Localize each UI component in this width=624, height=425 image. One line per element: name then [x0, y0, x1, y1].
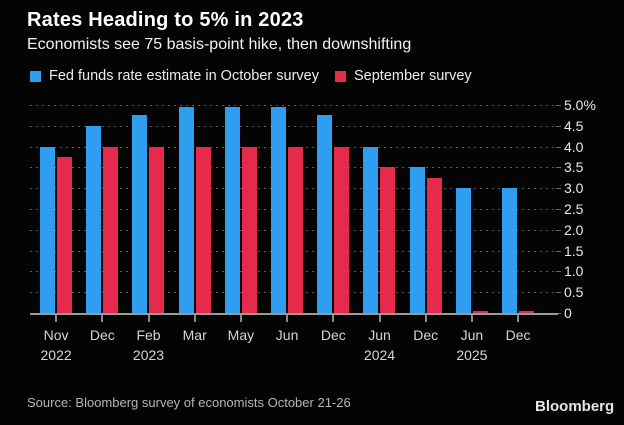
x-axis-month-label: Dec	[413, 327, 439, 343]
y-axis-tick	[556, 188, 561, 190]
y-axis-tick	[556, 209, 561, 210]
bar-october-survey	[132, 115, 148, 313]
legend-label-september: September survey	[354, 68, 472, 84]
bar-october-survey	[317, 115, 333, 313]
y-axis-tick	[556, 250, 561, 252]
x-axis-month-label: Dec	[320, 327, 346, 343]
bar-september-survey	[334, 146, 350, 313]
x-axis-month-label: Nov	[43, 327, 69, 343]
bar-group	[495, 188, 541, 313]
x-axis-month-label: Feb	[136, 327, 161, 343]
bar-october-survey	[409, 167, 425, 313]
y-axis-label: 2.5	[564, 201, 584, 217]
x-axis-tick	[147, 315, 150, 322]
x-axis-tick	[101, 315, 104, 322]
bar-group	[79, 125, 125, 313]
x-axis-tick	[332, 315, 335, 322]
legend-label-october: Fed funds rate estimate in October surve…	[49, 68, 319, 84]
legend-swatch-september-icon	[335, 70, 346, 82]
x-axis-tick	[470, 315, 473, 322]
x-axis-month-label: Jun	[275, 327, 299, 343]
bar-group	[172, 107, 218, 313]
legend: Fed funds rate estimate in October surve…	[30, 68, 472, 84]
bar-october-survey	[178, 107, 194, 313]
bar-group	[264, 107, 310, 313]
y-axis-tick	[556, 167, 561, 169]
chart-title: Rates Heading to 5% in 2023	[27, 9, 304, 31]
bar-group	[310, 115, 356, 313]
y-axis-label: 0.5	[564, 284, 584, 301]
bar-september-survey	[195, 146, 211, 313]
x-axis-tick	[286, 315, 289, 322]
x-axis-month-label: Dec	[89, 327, 115, 343]
y-axis-label: 4.0	[564, 138, 584, 155]
y-axis-label: 5.0%	[564, 97, 596, 113]
bar-october-survey	[86, 125, 102, 313]
bar-october-survey	[224, 107, 240, 313]
bar-october-survey	[271, 107, 287, 313]
bar-october-survey	[363, 146, 379, 313]
bar-group	[125, 115, 171, 313]
x-axis-tick	[239, 315, 242, 322]
bar-october-survey	[502, 188, 518, 313]
gridline	[30, 105, 556, 106]
y-axis-tick	[556, 146, 561, 148]
x-axis-year-label: 2025	[456, 347, 488, 363]
x-axis-line	[30, 313, 558, 315]
bar-september-survey	[472, 310, 488, 313]
x-axis-year-label: 2022	[40, 347, 72, 363]
y-axis-label: 3.0	[564, 180, 584, 197]
bar-group	[218, 107, 264, 313]
y-axis-tick	[556, 292, 561, 294]
y-axis-tick	[556, 125, 561, 127]
x-axis-month-label: Mar	[182, 327, 207, 343]
bar-group	[403, 167, 449, 313]
gridline	[30, 125, 556, 127]
legend-swatch-october-icon	[30, 70, 41, 82]
source-note: Source: Bloomberg survey of economists O…	[27, 395, 351, 410]
bar-september-survey	[288, 146, 304, 313]
bar-september-survey	[426, 177, 442, 313]
bar-october-survey	[455, 188, 471, 313]
x-axis-tick	[55, 315, 58, 322]
x-axis-tick	[378, 315, 381, 322]
bar-september-survey	[241, 146, 257, 313]
bar-september-survey	[103, 146, 119, 313]
bar-september-survey	[519, 310, 535, 313]
y-axis-label: 0	[564, 305, 572, 321]
x-axis-tick	[517, 315, 520, 322]
y-axis-label: 3.5	[564, 159, 584, 176]
bloomberg-logo: Bloomberg	[535, 398, 615, 415]
x-axis-tick	[193, 315, 196, 322]
y-axis-label: 2.0	[564, 221, 584, 238]
legend-item-october: Fed funds rate estimate in October surve…	[30, 68, 319, 84]
plot-area: Nov Dec Feb Mar May Jun Dec Jun Dec Jun Dec 2022 202…	[30, 105, 561, 363]
bar-september-survey	[149, 146, 165, 313]
y-axis-label: 1.0	[564, 263, 584, 280]
x-axis-month-label: Dec	[505, 327, 531, 343]
bar-group	[33, 146, 79, 313]
y-axis-label: 4.5	[564, 117, 584, 134]
x-axis-month-label: Jun	[368, 327, 391, 343]
x-axis-month-label: Jun	[460, 327, 484, 343]
bar-october-survey	[40, 146, 56, 313]
bar-group	[356, 146, 402, 313]
x-axis-tick	[424, 315, 427, 322]
y-axis-tick	[556, 313, 561, 314]
chart-subtitle: Economists see 75 basis-point hike, then…	[27, 36, 412, 53]
bar-september-survey	[57, 157, 73, 313]
y-axis-tick	[556, 229, 561, 231]
x-axis-year-label: 2023	[132, 347, 165, 363]
legend-item-september: September survey	[335, 68, 472, 84]
y-axis-tick	[556, 105, 561, 106]
bar-september-survey	[380, 167, 396, 313]
x-axis-month-label: May	[227, 327, 255, 343]
y-axis-label: 1.5	[564, 242, 584, 259]
x-axis-year-label: 2024	[363, 347, 396, 363]
y-axis-tick	[556, 271, 561, 273]
bar-group	[449, 188, 495, 313]
